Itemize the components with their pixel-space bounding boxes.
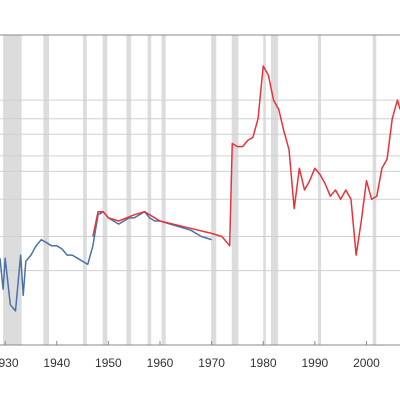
recession-band xyxy=(126,35,132,345)
x-tick-label: 1930 xyxy=(0,356,19,370)
lines xyxy=(0,65,400,312)
recession-band xyxy=(317,35,322,345)
x-tick-label: 1960 xyxy=(147,356,174,370)
recession-band xyxy=(270,35,279,345)
recession-band xyxy=(3,35,22,345)
series-line xyxy=(92,65,400,256)
x-tick-label: 2000 xyxy=(353,356,380,370)
x-tick-label: 1990 xyxy=(301,356,328,370)
series-line xyxy=(0,210,212,312)
x-tick-label: 1970 xyxy=(198,356,225,370)
recession-band xyxy=(83,35,87,345)
x-tick-label: 1980 xyxy=(250,356,277,370)
grid xyxy=(0,99,400,272)
recession-band xyxy=(211,35,217,345)
recession-shading xyxy=(3,35,377,345)
recession-band xyxy=(231,35,239,345)
recession-band xyxy=(147,35,152,345)
x-tick-label: 1950 xyxy=(95,356,122,370)
recession-band xyxy=(161,35,166,345)
recession-band xyxy=(372,35,377,345)
recession-band xyxy=(43,35,50,345)
recession-band xyxy=(102,35,108,345)
recession-band xyxy=(263,35,266,345)
x-tick-label: 1940 xyxy=(43,356,70,370)
x-axis: 1930 1940 1950 1960 1970 1980 1990 2000 xyxy=(0,34,400,370)
